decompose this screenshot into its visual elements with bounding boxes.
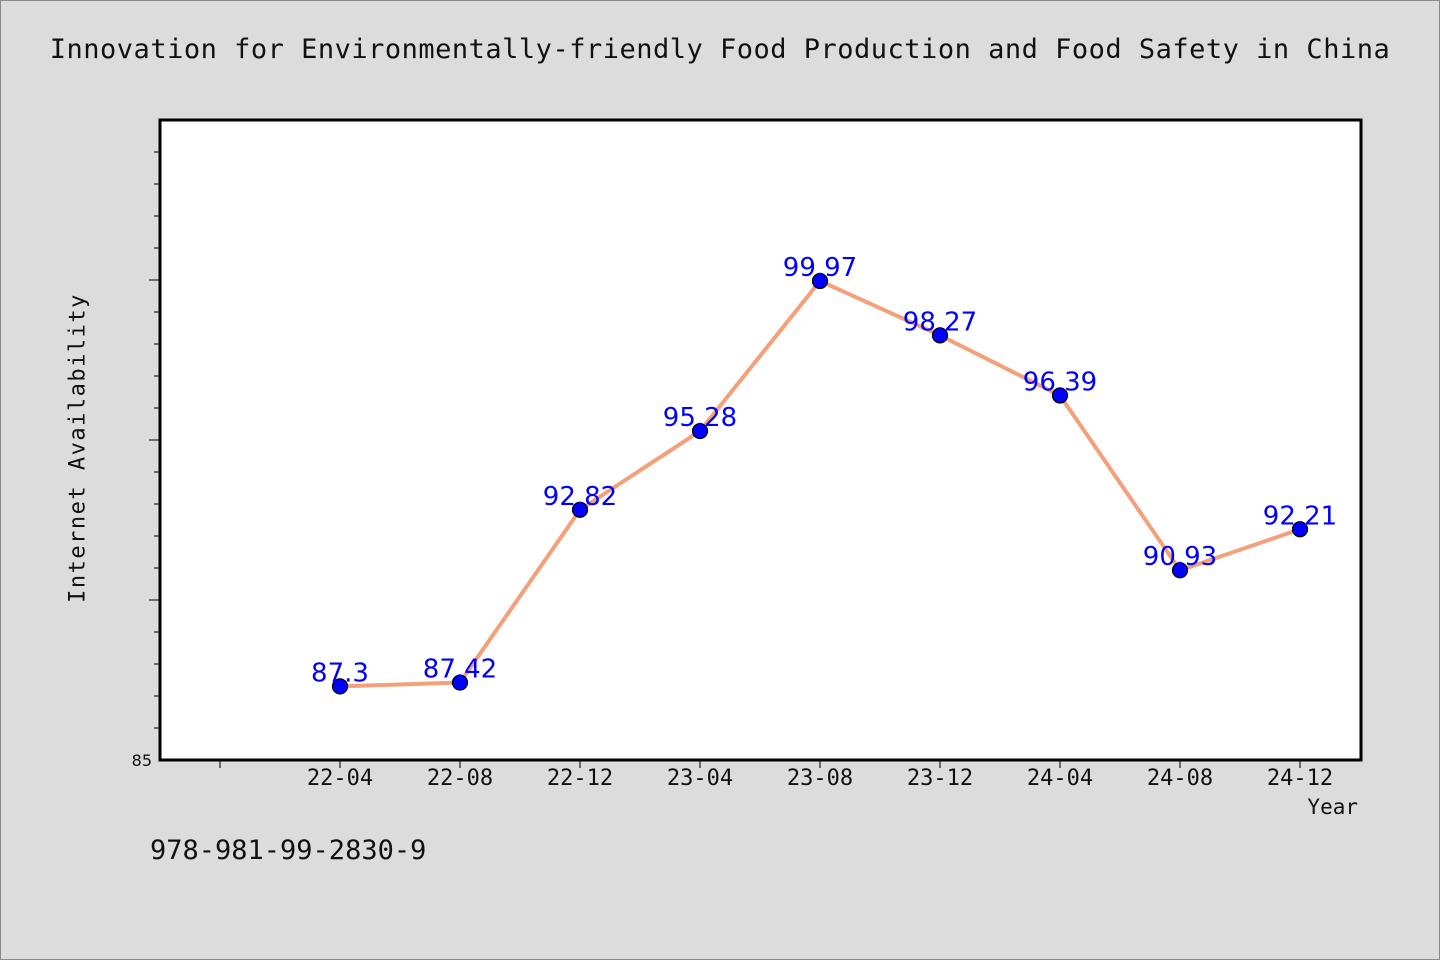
data-labels: 87.3 87.42 92.82 95.28 99.97 98.27 96.39 90.93 9… [311,253,1337,688]
x-tick-label: 23-08 [787,766,853,791]
data-point [1171,562,1189,579]
plot-area [160,120,1361,760]
x-tick-label: 23-12 [907,766,973,791]
isbn-text: 978-981-99-2830-9 [150,835,427,866]
x-axis-title: Year [1307,795,1358,819]
y-axis-ticks: 85 [132,151,160,770]
x-tick-label: 24-08 [1147,766,1213,791]
x-tick-label: 22-12 [547,766,613,791]
data-label: 98.27 [903,307,977,337]
chart-title: Innovation for Environmentally-friendly … [49,34,1391,65]
y-tick-label: 85 [132,751,152,770]
x-axis-ticks: 22-04 22-08 22-12 23-04 23-08 23-12 24-04 24-08… [219,760,1333,791]
data-label: 92.82 [543,482,617,512]
x-tick-label: 22-04 [307,766,373,791]
data-label: 87.3 [311,658,369,688]
plot-border [158,118,1363,762]
data-label: 90.93 [1143,542,1217,572]
data-label: 95.28 [663,403,737,433]
data-point [1291,521,1309,538]
data-point [1051,387,1069,404]
data-point [571,501,589,518]
data-label: 87.42 [423,655,497,685]
x-tick-label: 23-04 [667,766,733,791]
x-tick-label: 22-08 [427,766,493,791]
x-tick-label: 24-04 [1027,766,1093,791]
x-tick-label: 24-12 [1267,766,1333,791]
series-layer [331,272,1309,695]
data-label: 96.39 [1023,368,1097,398]
data-point [691,422,709,440]
data-point [931,327,949,344]
data-label: 92.21 [1263,501,1337,531]
data-label: 99.97 [783,253,857,283]
data-point [331,678,349,695]
data-point [811,272,829,290]
data-point [451,674,469,691]
